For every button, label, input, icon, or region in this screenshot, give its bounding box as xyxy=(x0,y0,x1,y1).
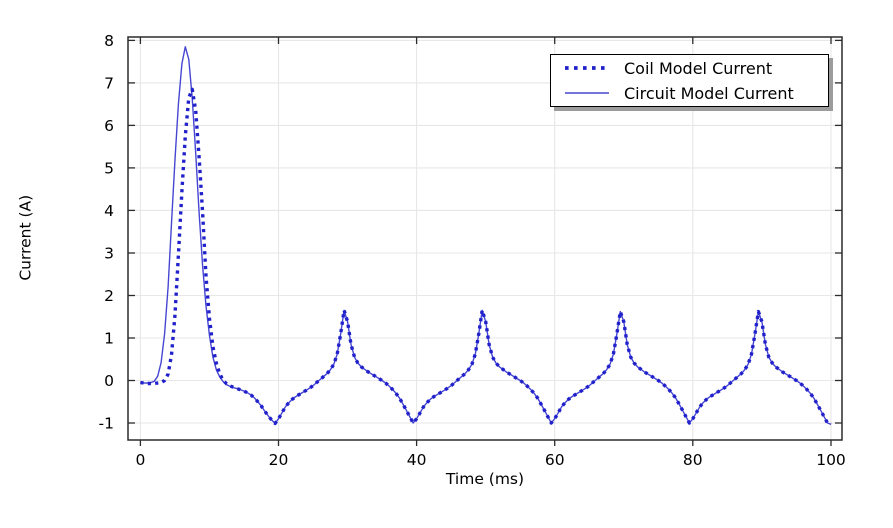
x-tick-label: 0 xyxy=(135,451,145,469)
y-axis-title: Current (A) xyxy=(16,194,35,281)
x-tick-label: 40 xyxy=(407,451,427,469)
legend-box: Coil Model Current Circuit Model Current xyxy=(550,54,829,107)
y-tick-label: 6 xyxy=(104,117,114,135)
x-tick-label: 20 xyxy=(269,451,289,469)
y-tick-label: 1 xyxy=(104,330,114,348)
dotted-line-sample-icon xyxy=(565,66,609,70)
y-tick-label: 4 xyxy=(104,202,114,220)
y-tick-label: -1 xyxy=(99,415,114,433)
plot-frame xyxy=(127,36,843,441)
y-tick-label: 0 xyxy=(104,372,114,390)
series-path-coil-model-current xyxy=(140,87,832,426)
y-tick-label: 8 xyxy=(104,32,114,50)
x-tick-label: 80 xyxy=(683,451,703,469)
x-tick-label: 60 xyxy=(545,451,565,469)
legend-item-coil-model-current: Coil Model Current xyxy=(551,57,828,79)
x-axis-title: Time (ms) xyxy=(445,470,525,488)
legend-label-coil: Coil Model Current xyxy=(624,58,773,78)
legend-item-circuit-model-current: Circuit Model Current xyxy=(551,82,828,104)
y-tick-label: 2 xyxy=(104,287,114,305)
y-tick-label: 5 xyxy=(104,159,114,177)
y-tick-label: 7 xyxy=(104,74,114,92)
solid-line-sample-icon xyxy=(565,92,609,94)
y-tick-label: 3 xyxy=(104,245,114,263)
legend-label-circuit: Circuit Model Current xyxy=(624,83,794,103)
x-tick-label: 100 xyxy=(816,451,846,469)
